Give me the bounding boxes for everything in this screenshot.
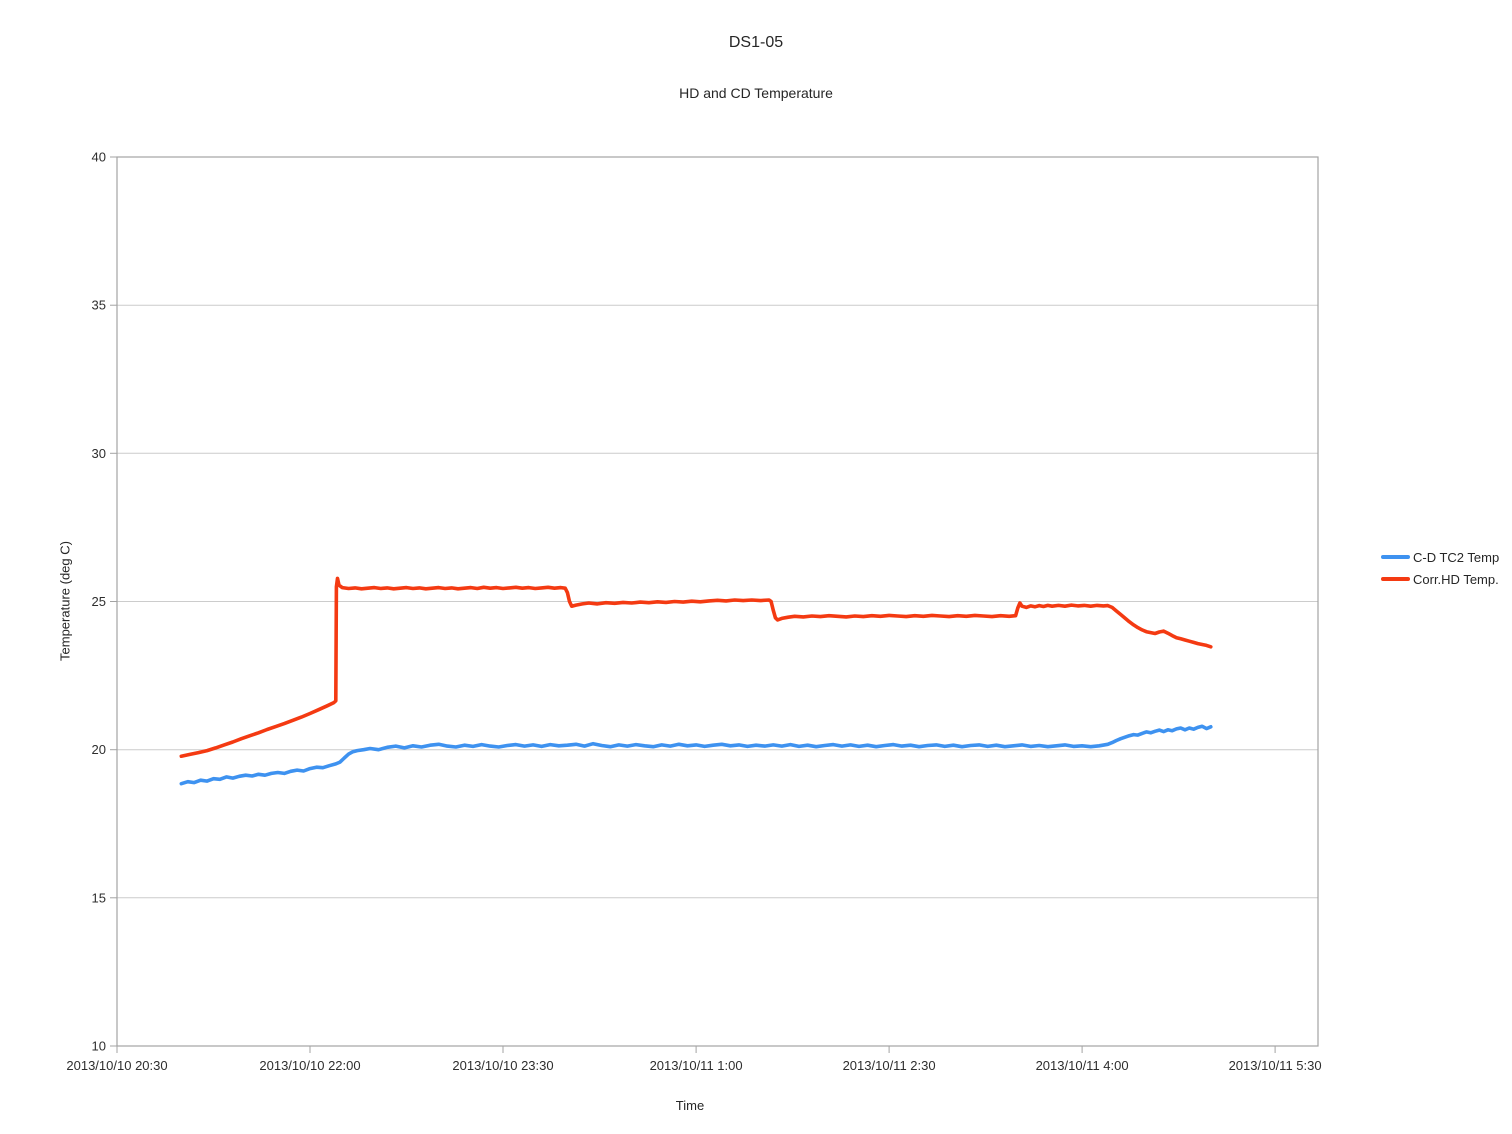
series-line-swatch-red (1381, 577, 1410, 581)
y-tick-label: 35 (92, 298, 106, 313)
y-tick-label: 15 (92, 890, 106, 905)
y-tick-label: 30 (92, 446, 106, 461)
legend-item-cd-tc2-temp: C-D TC2 Temp (1381, 546, 1499, 568)
plot-border (116, 156, 1319, 1047)
y-tick-label: 25 (92, 594, 106, 609)
chart-title: DS1-05 (728, 34, 784, 51)
x-tick-label: 2013/10/11 4:00 (1036, 1058, 1129, 1073)
legend-item-corr-hd-temp: Corr.HD Temp. (1381, 568, 1499, 590)
x-tick-label: 2013/10/10 23:30 (452, 1058, 553, 1073)
x-tick-label: 2013/10/11 5:30 (1229, 1058, 1322, 1073)
x-tick-label: 2013/10/10 22:00 (259, 1058, 360, 1073)
x-tick-label: 2013/10/10 20:30 (66, 1058, 167, 1073)
y-tick-label: 40 (92, 150, 106, 165)
legend-label: C-D TC2 Temp (1413, 549, 1500, 565)
series-line-swatch-blue (1381, 555, 1410, 559)
y-axis-title: Temperature (deg C) (57, 541, 73, 661)
series-line-blue (179, 724, 1213, 786)
x-axis-title: Time (675, 1098, 705, 1113)
y-tick-label: 20 (92, 742, 106, 757)
legend-label: Corr.HD Temp. (1413, 571, 1499, 587)
x-tick-label: 2013/10/11 1:00 (650, 1058, 743, 1073)
x-tick-label: 2013/10/11 2:30 (843, 1058, 936, 1073)
legend: C-D TC2 Temp Corr.HD Temp. (1381, 546, 1499, 590)
series-line-red (179, 576, 1213, 759)
y-tick-label: 10 (92, 1039, 106, 1054)
chart-subtitle: HD and CD Temperature (679, 85, 833, 101)
